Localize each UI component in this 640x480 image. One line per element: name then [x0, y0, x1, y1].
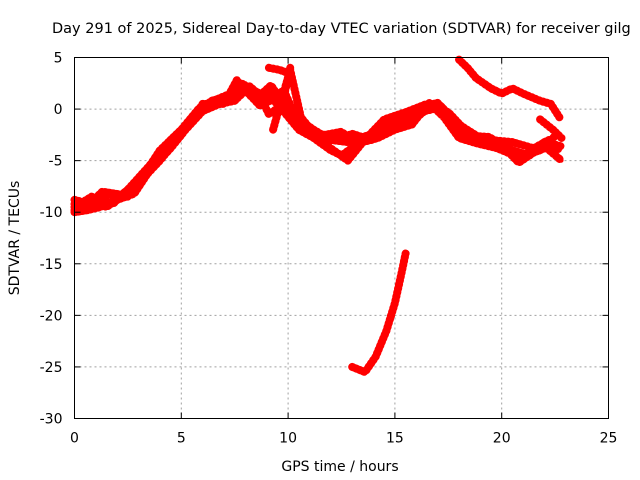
x-axis-label: GPS time / hours	[281, 459, 398, 475]
series-markers-track-9	[536, 115, 566, 142]
y-tick-label: 0	[54, 102, 63, 118]
y-tick-label: 5	[54, 51, 63, 67]
plot-frame	[74, 57, 609, 419]
y-axis-label: SDTVAR / TECUs	[7, 181, 23, 296]
x-tick-label: 20	[493, 431, 511, 447]
y-tick-label: -15	[40, 257, 63, 273]
chart-title: Day 291 of 2025, Sidereal Day-to-day VTE…	[52, 21, 631, 37]
y-tick-label: -20	[40, 308, 63, 324]
x-tick-label: 15	[386, 431, 404, 447]
series-markers-track-5	[70, 65, 560, 208]
y-tick-label: -25	[40, 360, 63, 376]
x-tick-label: 5	[177, 431, 186, 447]
series-markers-track-10	[348, 249, 410, 377]
y-tick-label: -30	[40, 412, 63, 428]
x-tick-label: 0	[70, 431, 79, 447]
series-markers-track-7	[264, 63, 293, 77]
data-series	[70, 55, 566, 377]
series-markers-track-8	[455, 55, 564, 122]
axis-ticks	[74, 57, 609, 419]
tick-labels: 0 5 10 15 20 25 5 0 -5 -10 -15 -20 -25 -30	[40, 51, 618, 447]
y-tick-label: -10	[40, 205, 63, 221]
x-tick-label: 25	[600, 431, 618, 447]
y-tick-label: -5	[49, 154, 63, 170]
x-tick-label: 10	[279, 431, 297, 447]
